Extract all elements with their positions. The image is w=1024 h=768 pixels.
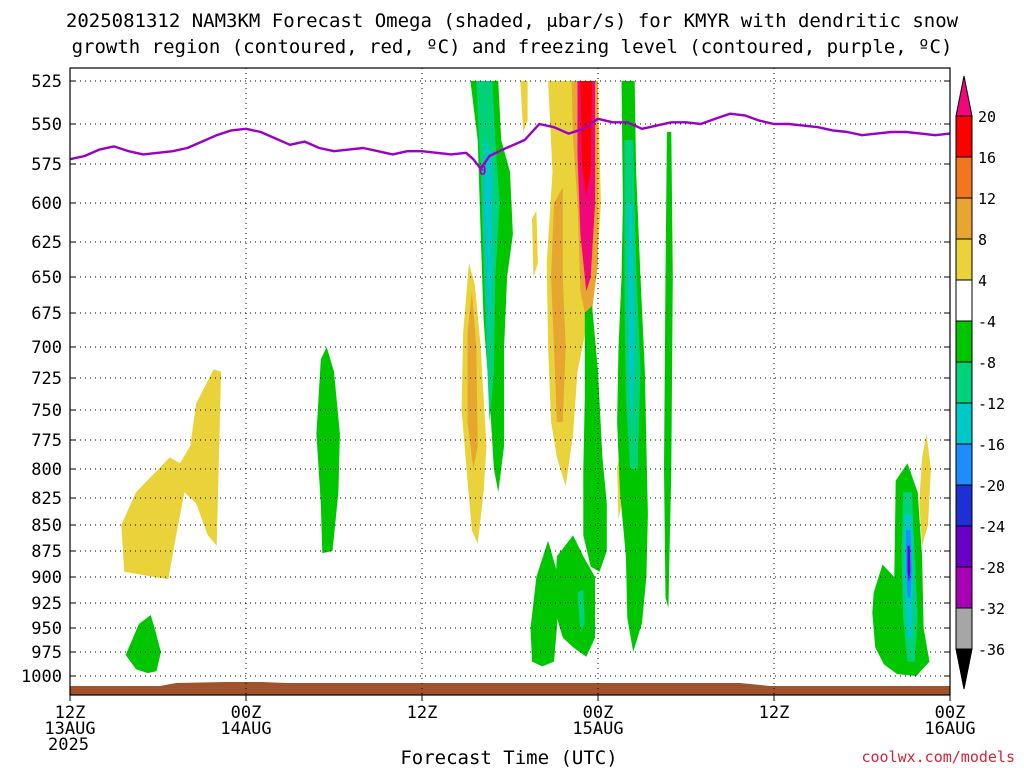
omega-region-28	[907, 545, 911, 583]
colorbar: 20 16 12 8 4 -4 -8 -12 -16 -20 -24 -28 -32 -36	[955, 75, 1005, 690]
colorbar-label-5: -4	[978, 313, 996, 331]
y-tick-label-550: 550	[31, 115, 62, 135]
omega-shading	[121, 81, 931, 676]
x-tick-label-12-0: 00Z	[231, 703, 262, 723]
omega-region-20	[583, 305, 607, 572]
y-tick-label-850: 850	[31, 516, 62, 536]
y-tick-label-625: 625	[31, 233, 62, 253]
colorbar-box-12	[955, 607, 973, 650]
x-axis-label: Forecast Time (UTC)	[400, 747, 617, 768]
y-tick-label-925: 925	[31, 594, 62, 614]
omega-region-2	[316, 347, 340, 554]
x-tick-label-36-1: 15AUG	[572, 719, 623, 739]
ground-surface	[70, 686, 950, 695]
colorbar-label-4: 4	[978, 272, 987, 290]
omega-region-22	[554, 535, 596, 657]
colorbar-label-0: 20	[978, 108, 996, 126]
colorbar-box-7	[955, 402, 973, 445]
y-tick-label-525: 525	[31, 72, 62, 92]
colorbar-label-9: -20	[978, 477, 1005, 495]
omega-region-19	[664, 132, 673, 608]
terrain-bump	[160, 682, 770, 686]
y-tick-label-1000: 1000	[21, 667, 62, 687]
omega-region-11	[551, 187, 566, 422]
colorbar-label-7: -12	[978, 395, 1005, 413]
colorbar-bottom-arrow	[955, 648, 973, 690]
colorbar-box-5	[955, 320, 973, 363]
y-tick-label-575: 575	[31, 155, 62, 175]
y-tick-label-950: 950	[31, 619, 62, 639]
omega-region-29	[919, 434, 931, 546]
omega-region-4	[467, 291, 478, 469]
colorbar-label-11: -28	[978, 559, 1005, 577]
y-tick-label-725: 725	[31, 369, 62, 389]
x-tick-label-12-1: 14AUG	[220, 719, 271, 739]
colorbar-label-8: -16	[978, 436, 1005, 454]
x-tick-label-60-0: 00Z	[935, 703, 966, 723]
omega-region-14	[580, 81, 593, 196]
x-tick-label-0-0: 12Z	[55, 703, 86, 723]
x-tick-label-0-1: 13AUG	[44, 719, 95, 739]
colorbar-label-13: -36	[978, 641, 1005, 659]
y-tick-label-800: 800	[31, 460, 62, 480]
colorbar-label-2: 12	[978, 190, 996, 208]
chart-title-line2: growth region (contoured, red, ºC) and f…	[72, 36, 953, 58]
colorbar-label-10: -24	[978, 518, 1005, 536]
colorbar-box-10	[955, 525, 973, 568]
chart-title-line1: 2025081312 NAM3KM Forecast Omega (shaded…	[66, 10, 959, 32]
freezing-level-line	[69, 112, 951, 170]
omega-region-23	[577, 589, 585, 633]
y-tick-label-900: 900	[31, 568, 62, 588]
colorbar-label-12: -32	[978, 600, 1005, 618]
omega-region-1	[125, 615, 161, 674]
omega-region-8	[520, 81, 528, 132]
colorbar-box-2	[955, 197, 973, 240]
colorbar-box-1	[955, 156, 973, 199]
x-tick-label-48-0: 12Z	[759, 703, 790, 723]
omega-region-7	[483, 140, 493, 347]
x-tick-label-36-0: 00Z	[583, 703, 614, 723]
y-tick-label-825: 825	[31, 489, 62, 509]
grid	[70, 68, 950, 695]
omega-region-9	[532, 210, 538, 277]
y-tick-label-750: 750	[31, 401, 62, 421]
credit-text: coolwx.com/models	[861, 748, 1015, 766]
colorbar-box-6	[955, 361, 973, 404]
colorbar-label-1: 16	[978, 149, 996, 167]
y-tick-label-600: 600	[31, 194, 62, 214]
x-tick-label-24-0: 12Z	[407, 703, 438, 723]
omega-region-0	[121, 369, 222, 580]
y-tick-label-675: 675	[31, 304, 62, 324]
colorbar-box-9	[955, 484, 973, 527]
colorbar-box-3	[955, 238, 973, 281]
freezing-level-label: 0	[479, 164, 487, 179]
omega-region-21	[530, 540, 559, 667]
colorbar-box-0	[955, 115, 973, 158]
colorbar-label-3: 8	[978, 231, 987, 249]
colorbar-box-8	[955, 443, 973, 486]
x-tick-label-0-2: 2025	[48, 735, 89, 755]
colorbar-box-11	[955, 566, 973, 609]
plot-frame	[69, 67, 951, 696]
y-tick-label-875: 875	[31, 542, 62, 562]
x-tick-label-60-1: 16AUG	[924, 719, 975, 739]
colorbar-box-4	[955, 279, 973, 322]
freezing-level: 0	[69, 112, 951, 179]
y-tick-label-650: 650	[31, 268, 62, 288]
colorbar-label-6: -8	[978, 354, 996, 372]
omega-region-18	[627, 203, 635, 434]
y-tick-label-775: 775	[31, 431, 62, 451]
y-tick-label-975: 975	[31, 643, 62, 663]
y-axis: 525 550 575 600 625 650 675 700 725 750 775 800 825 8…	[21, 72, 950, 687]
y-tick-label-700: 700	[31, 338, 62, 358]
